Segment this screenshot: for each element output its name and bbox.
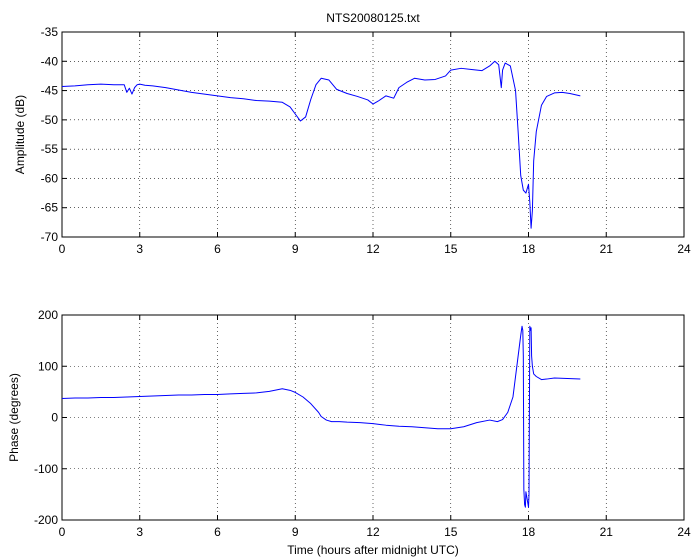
y-tick-label: -55 [41,142,59,156]
x-tick-label: 9 [292,525,299,539]
amplitude-panel: 0 3 6 9 12 15 18 21 24 -70 -65 -60 -55 -50 -45 -40 -35 Am… [13,25,691,256]
chart-title: NTS20080125.txt [326,11,420,25]
plot-area [61,31,685,238]
x-tick-label: 12 [366,242,380,256]
y-tick-label: -35 [41,25,59,39]
phase-panel: 0 3 6 9 12 15 18 21 24 -200 -100 0 100 200 Phase (degr… [7,308,691,557]
y-tick-label: -100 [34,462,58,476]
y-tick-label: -200 [34,513,58,527]
x-tick-label: 9 [292,242,299,256]
x-tick-label: 21 [600,525,614,539]
x-tick-label: 15 [444,242,458,256]
y-tick-label: -60 [41,171,59,185]
y-axis-label: Phase (degrees) [7,373,21,462]
x-tick-label: 6 [214,525,221,539]
y-axis-label: Amplitude (dB) [13,95,27,174]
x-tick-label: 6 [214,242,221,256]
x-tick-label: 24 [677,242,691,256]
amplitude-series-line [61,60,581,229]
y-tick-label: -70 [41,230,59,244]
y-tick-label: -50 [41,113,59,127]
y-tick-label: -40 [41,54,59,68]
x-axis-label: Time (hours after midnight UTC) [287,543,459,557]
y-tick-label: -45 [41,84,59,98]
x-tick-label: 3 [136,242,143,256]
y-tick-label: 0 [51,411,58,425]
x-tick-label: 15 [444,525,458,539]
x-tick-label: 3 [136,525,143,539]
x-tick-label: 24 [677,525,691,539]
y-tick-label: -65 [41,201,59,215]
y-tick-label: 200 [38,308,58,322]
x-tick-label: 0 [59,242,66,256]
x-tick-label: 21 [600,242,614,256]
x-tick-label: 12 [366,525,380,539]
x-tick-label: 0 [59,525,66,539]
phase-series-line [61,325,581,508]
x-tick-label: 18 [522,525,536,539]
x-tick-label: 18 [522,242,536,256]
y-tick-label: 100 [38,359,58,373]
